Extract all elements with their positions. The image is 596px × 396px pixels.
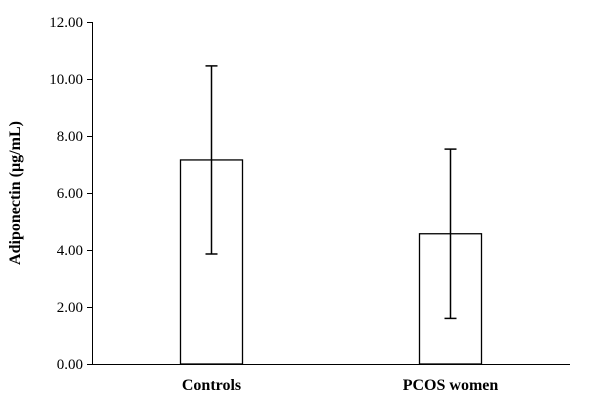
bars (179, 159, 483, 365)
x-category-label: PCOS women (403, 377, 499, 394)
y-axis-ticks: 0.00 2.00 4.00 6.00 8.00 10.00 12.00 (49, 15, 92, 373)
y-tick-label: 8.00 (57, 129, 83, 145)
y-tick-label: 4.00 (57, 243, 83, 259)
y-tick-label: 6.00 (57, 186, 83, 202)
x-category-label: Controls (182, 377, 241, 394)
y-tick-label: 0.00 (57, 357, 83, 373)
y-tick-label: 12.00 (49, 15, 83, 31)
error-bars (205, 65, 457, 320)
y-tick-label: 10.00 (49, 72, 83, 88)
y-tick-label: 2.00 (57, 300, 83, 316)
y-axis-title: Adiponectin (µg/mL) (7, 121, 24, 265)
x-axis-labels: Controls PCOS women (182, 377, 499, 394)
